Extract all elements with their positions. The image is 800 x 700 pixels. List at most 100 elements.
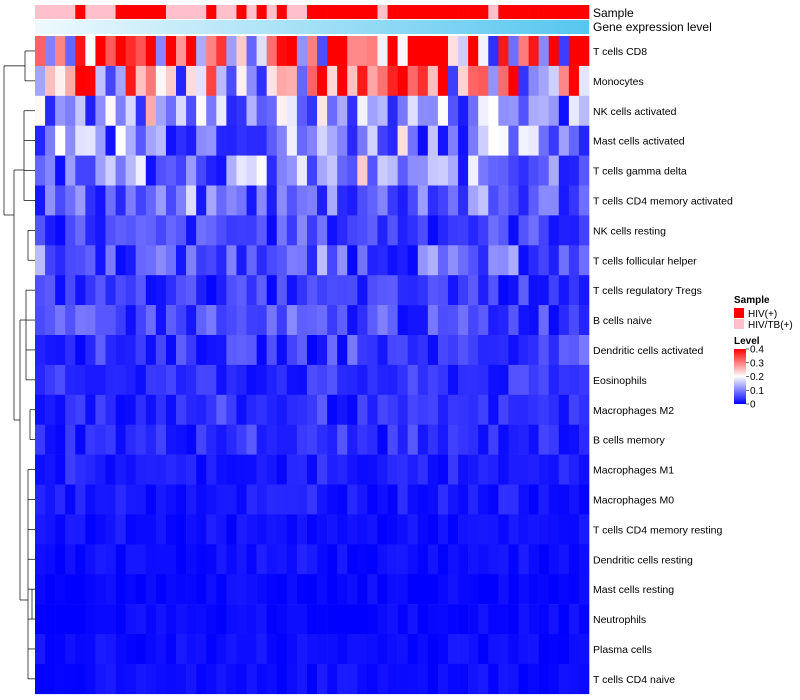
heatmap-cell <box>407 125 419 156</box>
heatmap-cell <box>538 245 550 276</box>
heatmap-cell <box>578 95 590 126</box>
heatmap-cell <box>236 514 247 545</box>
heatmap-cell <box>216 215 227 246</box>
heatmap-cell <box>407 335 419 366</box>
heatmap-cell <box>216 95 227 126</box>
heatmap-cell <box>407 424 419 455</box>
sample-annotation-cell <box>206 5 217 19</box>
heatmap-cell <box>458 424 469 455</box>
heatmap-cell <box>498 155 509 186</box>
heatmap-cell <box>155 95 167 126</box>
heatmap-cell <box>437 125 449 156</box>
heatmap-cell <box>518 155 529 186</box>
heatmap-cell <box>558 604 570 635</box>
sample-annotation-cell <box>458 5 469 19</box>
heatmap-cell <box>498 424 509 455</box>
heatmap-cell <box>528 65 539 97</box>
heatmap-cell <box>246 454 257 485</box>
heatmap-cell <box>558 95 570 126</box>
heatmap-cell <box>186 335 197 366</box>
heatmap-cell <box>337 125 348 156</box>
sample-legend-swatch-hiv <box>734 308 744 318</box>
heatmap-cell <box>145 185 157 216</box>
heatmap-cell <box>65 335 76 366</box>
heatmap-cell <box>538 364 550 396</box>
heatmap-cell <box>468 514 479 545</box>
heatmap-cell <box>135 514 147 545</box>
heatmap-cell <box>568 514 580 545</box>
heatmap-cell <box>176 514 187 545</box>
heatmap-cell <box>176 155 187 186</box>
heatmap-cell <box>216 65 227 97</box>
heatmap-cell <box>558 454 570 485</box>
heatmap-cell <box>437 335 449 366</box>
heatmap-cell <box>226 95 237 126</box>
heatmap-cell <box>578 275 590 306</box>
heatmap-cell <box>367 364 378 396</box>
heatmap-cell <box>518 484 529 515</box>
heatmap-cell <box>256 364 267 396</box>
heatmap-cell <box>447 634 459 665</box>
heatmap-cell <box>367 215 378 246</box>
row-label: B cells memory <box>593 435 666 447</box>
heatmap-cell <box>246 544 257 575</box>
heatmap-cell <box>367 454 378 485</box>
heatmap-cell <box>468 305 479 336</box>
heatmap-cell <box>518 574 529 605</box>
heatmap-cell <box>206 634 217 665</box>
heatmap-cell <box>508 36 519 67</box>
heatmap-cell <box>115 634 126 665</box>
row-label: Macrophages M1 <box>593 465 674 477</box>
heatmap-cell <box>387 514 398 545</box>
heatmap-cell <box>427 95 439 126</box>
heatmap-cell <box>266 185 278 216</box>
heatmap-cell <box>488 634 499 665</box>
heatmap-cell <box>155 185 167 216</box>
heatmap-cell <box>478 155 489 186</box>
heatmap-cell <box>327 65 338 97</box>
heatmap-cell <box>125 484 137 515</box>
heatmap-cell <box>578 424 590 455</box>
heatmap-cell <box>236 36 247 67</box>
heatmap-cell <box>55 544 66 575</box>
heatmap-cell <box>266 544 278 575</box>
heatmap-cell <box>296 275 308 306</box>
heatmap-cell <box>427 36 439 67</box>
heatmap-cell <box>478 514 489 545</box>
sample-annotation-cell <box>75 5 86 19</box>
heatmap-cell <box>256 484 267 515</box>
heatmap-cell <box>357 364 368 396</box>
heatmap-cell <box>306 155 318 186</box>
sample-annotation-cell <box>578 5 590 19</box>
heatmap-cell <box>458 305 469 336</box>
heatmap-cell <box>105 335 116 366</box>
heatmap-cell <box>65 514 76 545</box>
heatmap-cell <box>387 364 398 396</box>
heatmap-cell <box>508 245 519 276</box>
heatmap-cell <box>468 185 479 216</box>
heatmap-cell <box>528 454 539 485</box>
heatmap-cell <box>75 125 86 156</box>
heatmap-cell <box>165 275 177 306</box>
heatmap-cell <box>337 634 348 665</box>
heatmap-cell <box>508 125 519 156</box>
heatmap-cell <box>45 155 56 186</box>
heatmap-cell <box>256 663 267 695</box>
heatmap-cell <box>407 544 419 575</box>
heatmap-cell <box>105 454 116 485</box>
heatmap-cell <box>85 574 96 605</box>
heatmap-cell <box>548 663 560 695</box>
row-label: Neutrophils <box>593 614 646 626</box>
heatmap-cell <box>306 215 318 246</box>
heatmap-cell <box>498 454 509 485</box>
heatmap-cell <box>176 574 187 605</box>
heatmap-cell <box>498 275 509 306</box>
heatmap-cell <box>186 215 197 246</box>
heatmap-cell <box>528 364 539 396</box>
heatmap-cell <box>528 663 539 695</box>
heatmap-cell <box>387 424 398 455</box>
heatmap-cell <box>437 574 449 605</box>
heatmap-cell <box>55 394 66 425</box>
heatmap-cell <box>508 663 519 695</box>
heatmap-cell <box>387 454 398 485</box>
